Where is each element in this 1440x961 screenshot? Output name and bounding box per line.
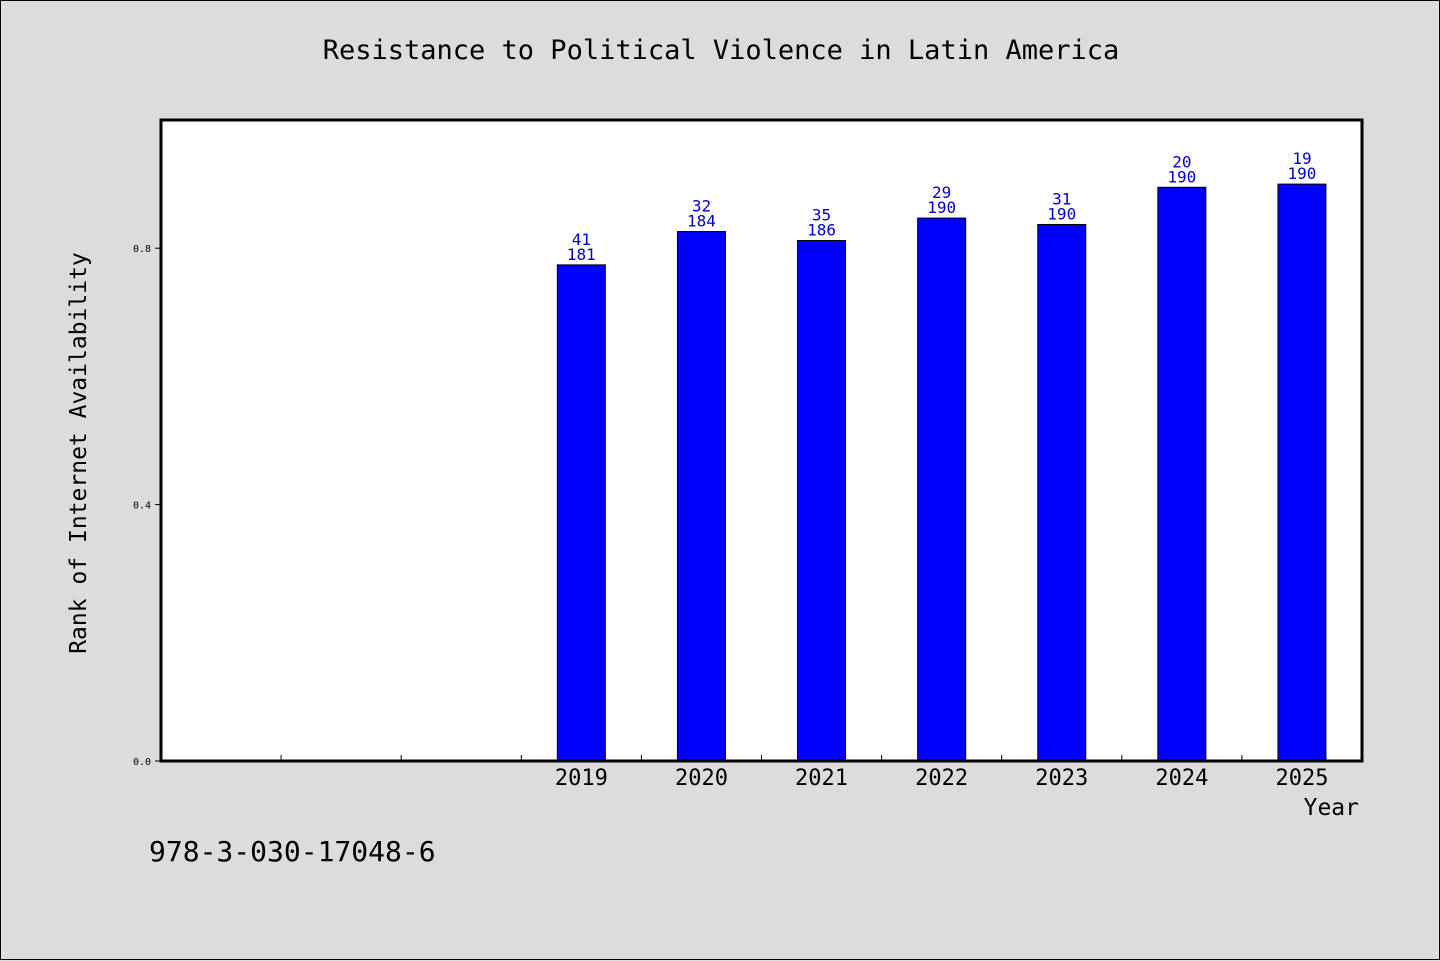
y-ticks-layer: 0.0 0.4 0.8 [133, 244, 161, 768]
bar-label-bottom: 190 [1047, 204, 1076, 223]
x-axis-title: Year [1303, 795, 1359, 821]
y-tick-label: 0.0 [133, 757, 151, 768]
bar-label-top: 35 [812, 206, 831, 225]
bar-label-bottom: 190 [1167, 167, 1196, 186]
bar-label-top: 29 [932, 183, 951, 202]
bar-label-bottom: 181 [567, 245, 596, 264]
x-tick-label: 2019 [555, 766, 608, 791]
y-tick-label: 0.8 [133, 244, 151, 255]
x-tick-label: 2020 [675, 766, 728, 791]
bar [1157, 186, 1207, 762]
x-tick-label: 2022 [915, 766, 968, 791]
chart-title: Resistance to Political Violence in Lati… [322, 35, 1120, 66]
y-tick-label: 0.4 [133, 501, 151, 512]
bar [676, 231, 726, 762]
x-tick-label: 2024 [1155, 766, 1208, 791]
bars-layer [556, 183, 1327, 762]
footer-code: 978-3-030-17048-6 [149, 835, 436, 868]
bar [1037, 223, 1087, 762]
bar-label-bottom: 190 [927, 198, 956, 217]
x-ticks-layer: 2019 2020 2021 2022 2023 2024 2025 [280, 755, 1328, 791]
plot-border [159, 118, 1364, 763]
bar [556, 264, 606, 762]
x-tick-label: 2023 [1035, 766, 1088, 791]
x-tick-label: 2025 [1275, 766, 1328, 791]
bar-label-top: 32 [692, 197, 711, 216]
bar [1277, 183, 1327, 762]
bar-label-top: 31 [1052, 189, 1071, 208]
bar-label-bottom: 186 [807, 221, 836, 240]
bar-label-top: 41 [572, 230, 591, 249]
bar-label-top: 20 [1172, 152, 1191, 171]
bar [917, 217, 967, 762]
bar-label-bottom: 184 [687, 212, 716, 231]
bar [797, 240, 847, 762]
bar-label-bottom: 190 [1287, 164, 1316, 183]
x-tick-label: 2021 [795, 766, 848, 791]
bar-label-top: 19 [1292, 149, 1311, 168]
